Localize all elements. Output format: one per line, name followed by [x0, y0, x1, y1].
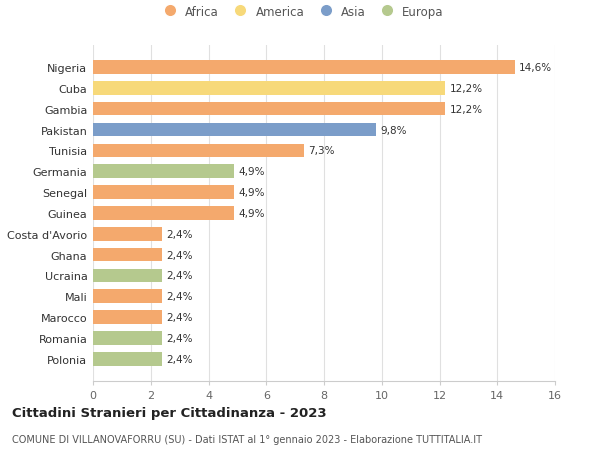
Text: 2,4%: 2,4% [167, 229, 193, 239]
Bar [93, 248, 162, 262]
Bar [93, 144, 304, 158]
Bar [93, 331, 162, 345]
Text: 4,9%: 4,9% [239, 167, 265, 177]
Text: 2,4%: 2,4% [167, 354, 193, 364]
Bar [93, 82, 445, 95]
Bar [93, 352, 162, 366]
Text: Cittadini Stranieri per Cittadinanza - 2023: Cittadini Stranieri per Cittadinanza - 2… [12, 406, 326, 419]
Bar [93, 123, 376, 137]
Text: 7,3%: 7,3% [308, 146, 335, 156]
Text: 4,9%: 4,9% [239, 208, 265, 218]
Text: 4,9%: 4,9% [239, 188, 265, 198]
Text: 14,6%: 14,6% [519, 63, 552, 73]
Bar [93, 186, 235, 199]
Text: 2,4%: 2,4% [167, 291, 193, 302]
Text: 12,2%: 12,2% [449, 105, 483, 114]
Text: 9,8%: 9,8% [380, 125, 407, 135]
Bar [93, 269, 162, 283]
Text: 2,4%: 2,4% [167, 333, 193, 343]
Bar [93, 165, 235, 179]
Legend: Africa, America, Asia, Europa: Africa, America, Asia, Europa [155, 3, 446, 21]
Text: 2,4%: 2,4% [167, 313, 193, 322]
Bar [93, 228, 162, 241]
Bar [93, 207, 235, 220]
Bar [93, 61, 515, 75]
Text: 2,4%: 2,4% [167, 271, 193, 281]
Text: COMUNE DI VILLANOVAFORRU (SU) - Dati ISTAT al 1° gennaio 2023 - Elaborazione TUT: COMUNE DI VILLANOVAFORRU (SU) - Dati IST… [12, 434, 482, 444]
Bar [93, 103, 445, 116]
Bar [93, 290, 162, 303]
Bar [93, 311, 162, 324]
Text: 12,2%: 12,2% [449, 84, 483, 94]
Text: 2,4%: 2,4% [167, 250, 193, 260]
